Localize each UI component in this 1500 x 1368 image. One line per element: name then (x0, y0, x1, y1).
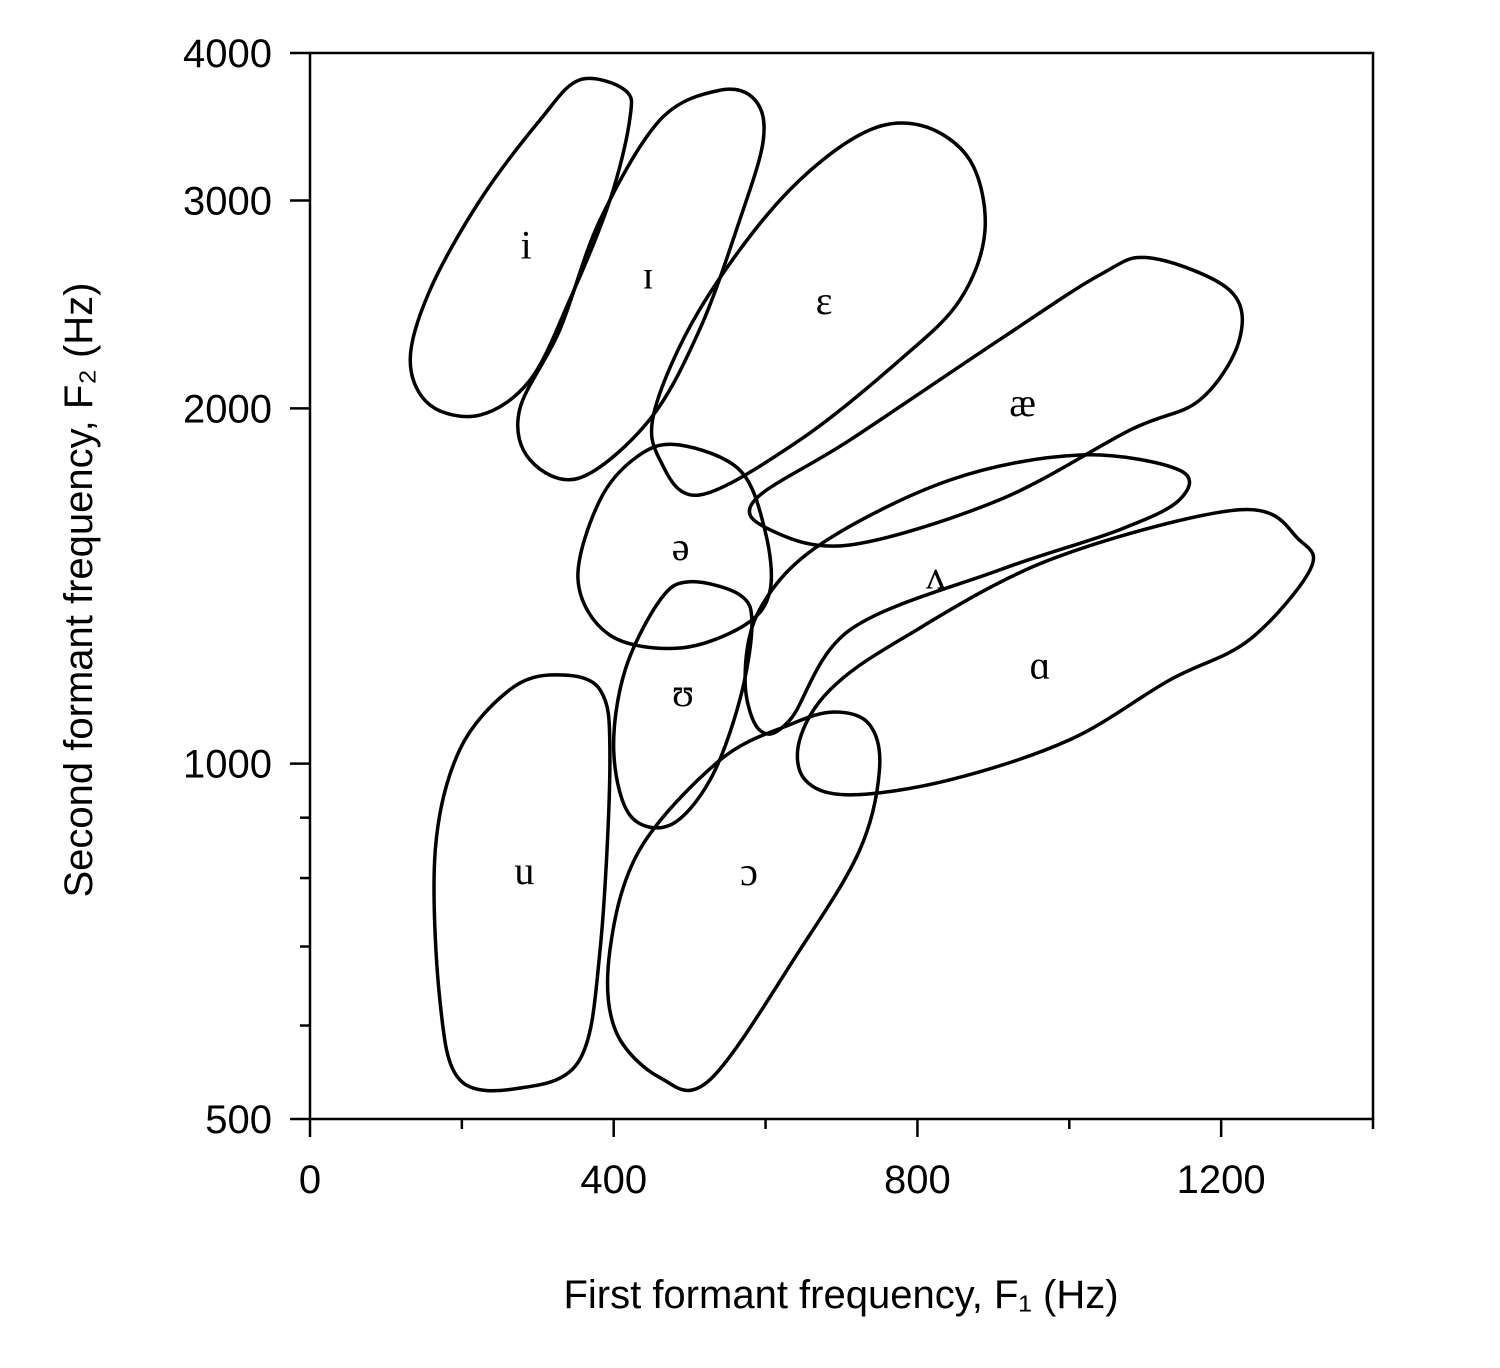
x-axis-title: First formant frequency, F₁ (Hz) (563, 1273, 1118, 1317)
vowel-region (515, 87, 766, 482)
x-tick-label: 400 (580, 1158, 647, 1202)
y-axis-title: Second formant frequency, F₂ (Hz) (57, 282, 101, 897)
vowel-region (408, 76, 634, 419)
x-tick-label: 1200 (1177, 1158, 1266, 1202)
vowel-label: ɑ (1030, 642, 1051, 687)
y-tick-label: 500 (205, 1098, 272, 1142)
vowel-region (795, 507, 1316, 797)
vowel-label: ɛ (816, 278, 833, 323)
vowel-region (605, 710, 882, 1093)
y-tick-label: 2000 (183, 387, 272, 431)
vowel-region (649, 121, 988, 497)
vowel-label: æ (1009, 380, 1036, 425)
vowel-label: u (514, 848, 534, 893)
vowel-region (747, 255, 1245, 548)
y-tick-label: 1000 (183, 743, 272, 787)
vowel-label: ɔ (740, 849, 758, 894)
y-tick-label: 3000 (183, 179, 272, 223)
plot-frame (308, 51, 1375, 1121)
vowel-label: ɪ (642, 252, 653, 297)
x-tick-label: 800 (884, 1158, 951, 1202)
y-tick-label: 4000 (183, 32, 272, 76)
x-tick-label: 0 (299, 1158, 321, 1202)
vowel-region (576, 442, 774, 651)
vowel-label: ʊ (672, 670, 694, 715)
vowel-region (611, 579, 754, 830)
vowel-region (432, 673, 612, 1093)
vowel-region (743, 453, 1192, 736)
vowel-label: i (521, 223, 532, 268)
vowel-label: ə (672, 524, 690, 569)
vowel-label: ʌ (926, 553, 946, 598)
